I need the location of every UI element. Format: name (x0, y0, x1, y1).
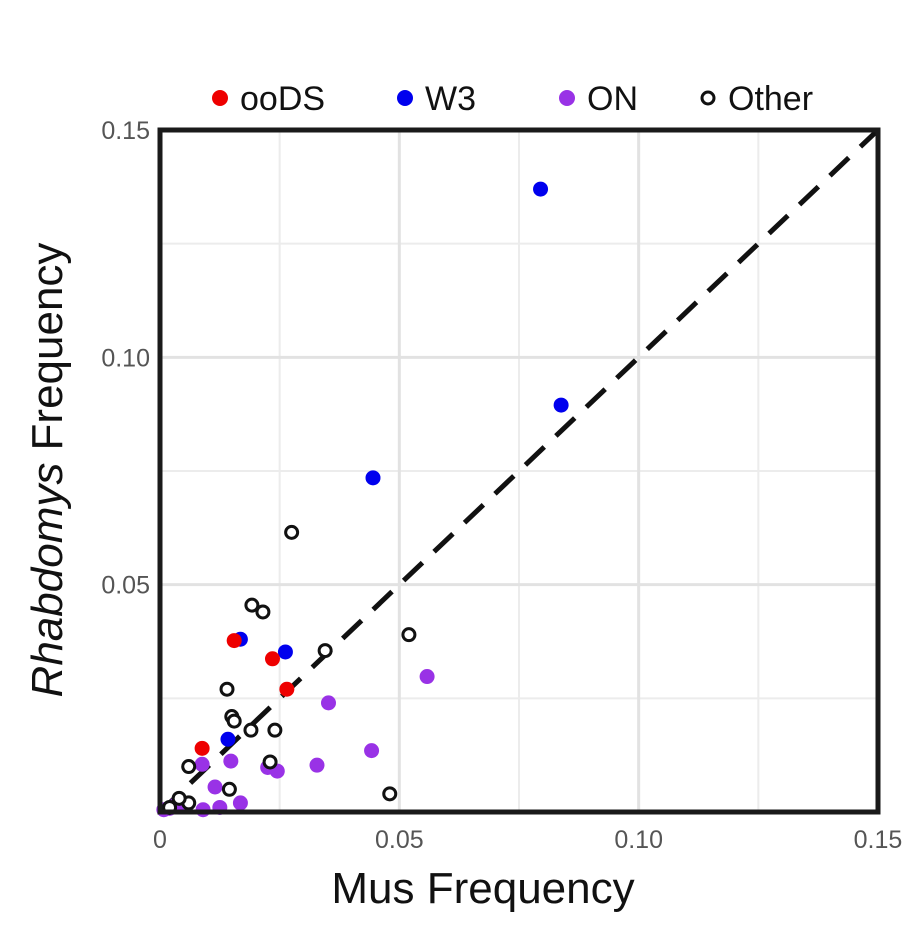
plot-frame (157, 127, 881, 815)
point-oods (194, 740, 210, 756)
grid (160, 130, 878, 812)
legend-item-other: Other (700, 80, 813, 118)
point-oods (226, 633, 242, 649)
legend-marker-w3 (397, 90, 413, 106)
y-axis-title-italic: Rhabdomys (23, 463, 72, 698)
point-w3 (533, 181, 549, 197)
point-other (267, 722, 283, 738)
legend-label-oods: ooDS (240, 80, 325, 118)
y-axis-title-rest: Frequency (23, 243, 72, 463)
y-tick-label: 0.10 (101, 344, 150, 372)
point-other (317, 643, 333, 659)
point-other (221, 781, 237, 797)
point-other (219, 681, 235, 697)
y-axis-title: Rhabdomys Frequency (23, 243, 72, 698)
point-other (244, 597, 260, 613)
point-w3 (277, 644, 293, 660)
point-on (232, 795, 248, 811)
x-tick-label: 0.10 (614, 826, 663, 854)
x-tick-label: 0.15 (854, 826, 903, 854)
y-tick-label: 0.15 (101, 117, 150, 145)
point-on (320, 695, 336, 711)
point-other (401, 627, 417, 643)
point-w3 (365, 470, 381, 486)
point-on (364, 743, 380, 759)
point-on (194, 756, 210, 772)
tick-labels: 0 0.05 0.10 0.15 0.05 0.10 0.15 (101, 117, 902, 854)
x-tick-label: 0 (153, 826, 167, 854)
legend-label-other: Other (728, 80, 813, 118)
point-on (419, 669, 435, 685)
legend-item-w3: W3 (397, 80, 476, 118)
legend-item-oods: ooDS (212, 80, 325, 118)
legend-item-on: ON (559, 80, 638, 118)
legend-marker-oods (212, 90, 228, 106)
legend-label-w3: W3 (425, 80, 476, 118)
point-other (243, 722, 259, 738)
point-on (223, 753, 239, 769)
point-other (262, 754, 278, 770)
point-other (226, 713, 242, 729)
legend-marker-other (700, 90, 716, 106)
point-other (181, 759, 197, 775)
point-on (309, 757, 325, 773)
x-axis-title: Mus Frequency (331, 864, 634, 913)
data-points (156, 181, 569, 818)
point-oods (279, 681, 295, 697)
legend-label-on: ON (587, 80, 638, 118)
point-oods (264, 651, 280, 667)
point-on (207, 779, 223, 795)
point-other (255, 604, 271, 620)
legend: ooDS W3 ON Other (212, 80, 813, 118)
point-w3 (553, 397, 569, 413)
legend-marker-on (559, 90, 575, 106)
point-other (382, 786, 398, 802)
point-other (284, 524, 300, 540)
y-tick-label: 0.05 (101, 572, 150, 600)
point-other (171, 790, 187, 806)
point-w3 (220, 731, 236, 747)
x-tick-label: 0.05 (375, 826, 424, 854)
